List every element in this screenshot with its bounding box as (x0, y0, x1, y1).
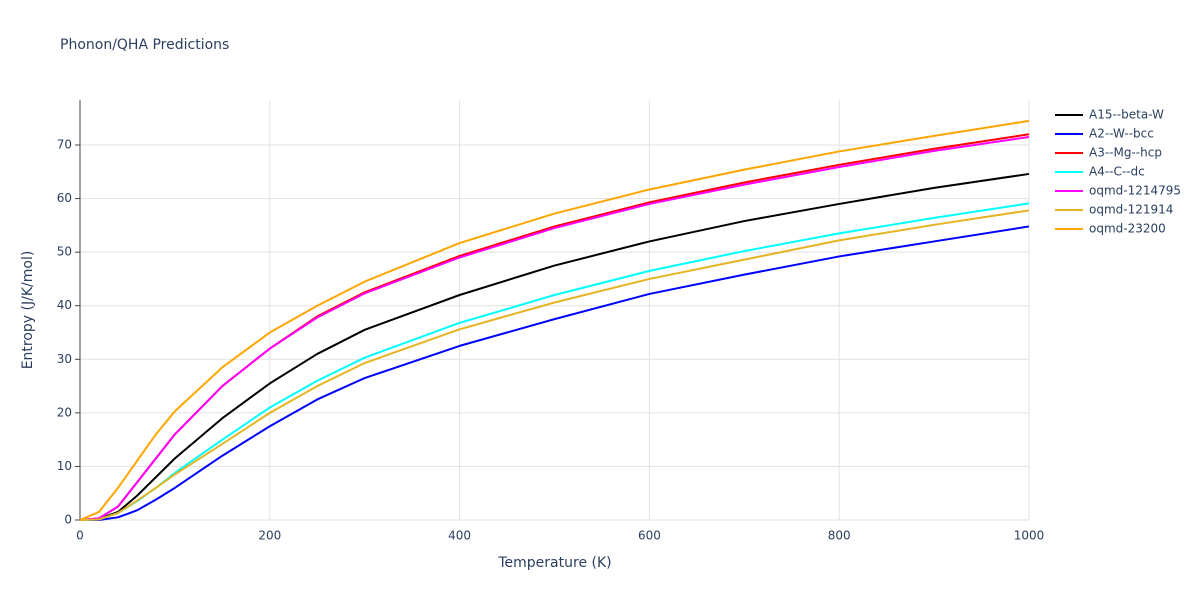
y-tick-label: 10 (57, 459, 72, 473)
line (80, 225, 1030, 521)
legend-label: A3--Mg--hcp (1089, 146, 1162, 160)
y-tick-label: 40 (57, 298, 72, 312)
y-tick-label: 50 (57, 245, 72, 259)
x-tick-label: 400 (448, 529, 471, 543)
legend-label: oqmd-121914 (1089, 203, 1173, 217)
legend-label: oqmd-1214795 (1089, 184, 1181, 198)
legend-label: A4--C--dc (1089, 165, 1145, 179)
line (79, 135, 1030, 521)
x-axis-title: Temperature (K) (497, 555, 611, 571)
x-tick-label: 1000 (1014, 529, 1045, 543)
y-axis-title: Entropy (J/K/mol) (20, 251, 36, 370)
x-tick-label: 800 (828, 529, 851, 543)
legend-label: A15--beta-W (1089, 108, 1164, 122)
y-tick-label: 20 (57, 405, 72, 419)
x-tick-label: 200 (258, 529, 281, 543)
line (79, 202, 1030, 521)
legend-label: oqmd-23200 (1089, 222, 1166, 236)
y-tick-label: 30 (57, 352, 72, 366)
chart-title: Phonon/QHA Predictions (60, 37, 229, 53)
y-tick-label: 70 (57, 138, 72, 152)
line (79, 133, 1030, 521)
y-tick-label: 0 (64, 513, 72, 527)
line (79, 119, 1030, 521)
y-tick-label: 60 (57, 191, 72, 205)
line (79, 209, 1030, 521)
x-tick-label: 600 (638, 529, 661, 543)
line (79, 172, 1030, 521)
x-tick-label: 0 (76, 529, 84, 543)
legend-label: A2--W--bcc (1089, 127, 1154, 141)
